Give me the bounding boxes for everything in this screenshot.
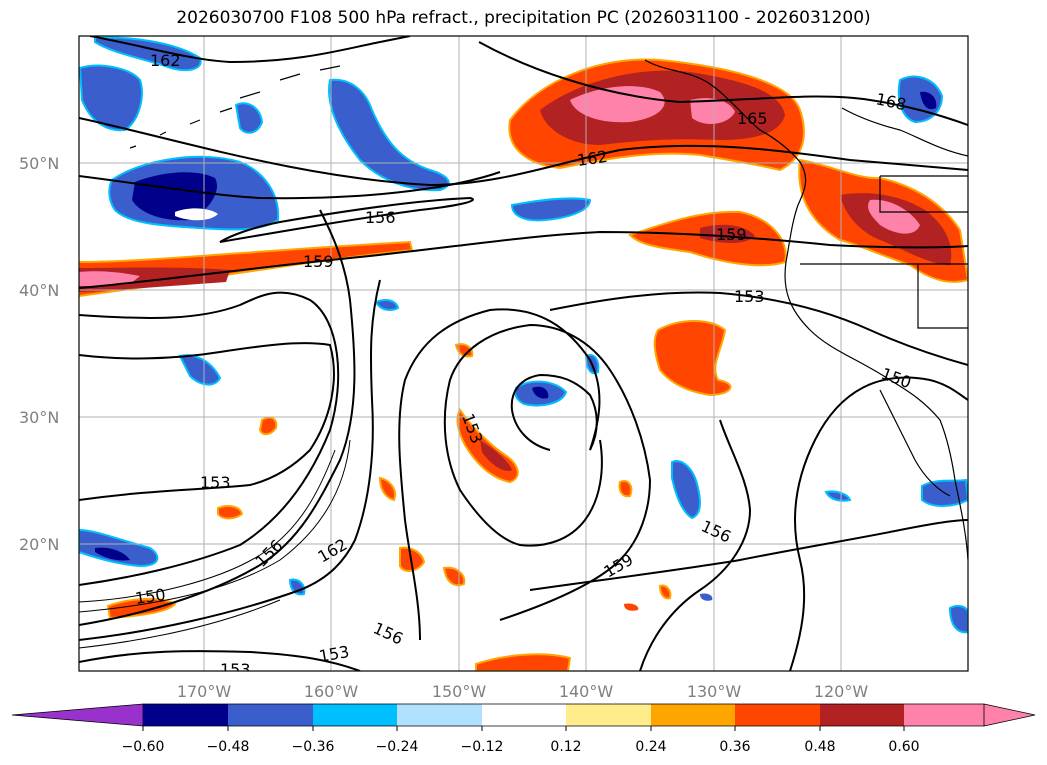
thin-contours xyxy=(79,439,351,649)
colorbar-max-extend xyxy=(983,703,1036,727)
colorbar-tick-label: 0.60 xyxy=(888,739,919,755)
precipitation-negative-shading xyxy=(79,36,968,634)
contour-label: 153 xyxy=(200,473,231,492)
colorbar-segment xyxy=(482,704,566,726)
contour-label: 153 xyxy=(734,287,765,306)
colorbar-tick-label: 0.48 xyxy=(804,739,835,755)
colorbar-segment xyxy=(228,704,313,726)
lat-label: 20°N xyxy=(19,535,59,554)
plot-frame xyxy=(78,35,969,672)
contour-label: 162 xyxy=(576,147,609,170)
colorbar-tick-label: 0.12 xyxy=(550,739,581,755)
contour-label: 159 xyxy=(303,252,334,271)
lon-label: 170°W xyxy=(177,682,232,701)
colorbar-segment xyxy=(397,704,482,726)
contour-label: 165 xyxy=(737,109,768,128)
lon-label: 130°W xyxy=(687,682,742,701)
latitude-labels: 50°N 40°N 30°N 20°N xyxy=(19,154,59,554)
colorbar-tick-label: −0.60 xyxy=(122,739,165,755)
lon-label: 120°W xyxy=(814,682,869,701)
lon-label: 160°W xyxy=(304,682,359,701)
colorbar-tick-label: −0.12 xyxy=(461,739,504,755)
colorbar-segment xyxy=(313,704,397,726)
lat-label: 40°N xyxy=(19,281,59,300)
colorbar-tick-label: −0.24 xyxy=(376,739,419,755)
refractivity-contours xyxy=(79,36,968,671)
colorbar-segment xyxy=(904,704,984,726)
lat-label: 50°N xyxy=(19,154,59,173)
colorbar-tick-label: 0.36 xyxy=(719,739,750,755)
colorbar-segment xyxy=(820,704,904,726)
contour-label: 159 xyxy=(716,225,747,244)
colorbar: −0.60 −0.48 −0.36 −0.24 −0.12 0.12 0.24 … xyxy=(11,703,1036,755)
contour-label: 156 xyxy=(365,208,396,227)
colorbar-tick-label: −0.48 xyxy=(207,739,250,755)
colorbar-segment xyxy=(651,704,735,726)
contour-label: 153 xyxy=(220,660,251,679)
longitude-labels: 170°W 160°W 150°W 140°W 130°W 120°W xyxy=(177,682,869,701)
colorbar-tick-label: −0.36 xyxy=(292,739,335,755)
coastlines xyxy=(129,59,968,561)
lon-label: 150°W xyxy=(432,682,487,701)
lat-label: 30°N xyxy=(19,408,59,427)
contour-label: 162 xyxy=(150,51,181,70)
lon-label: 140°W xyxy=(559,682,614,701)
colorbar-tick-label: 0.24 xyxy=(635,739,666,755)
contour-label: 150 xyxy=(134,585,167,608)
colorbar-min-extend xyxy=(11,703,144,727)
map-title: 2026030700 F108 500 hPa refract., precip… xyxy=(176,8,871,28)
colorbar-segment xyxy=(566,704,651,726)
colorbar-segment xyxy=(735,704,820,726)
colorbar-segment xyxy=(143,704,228,726)
